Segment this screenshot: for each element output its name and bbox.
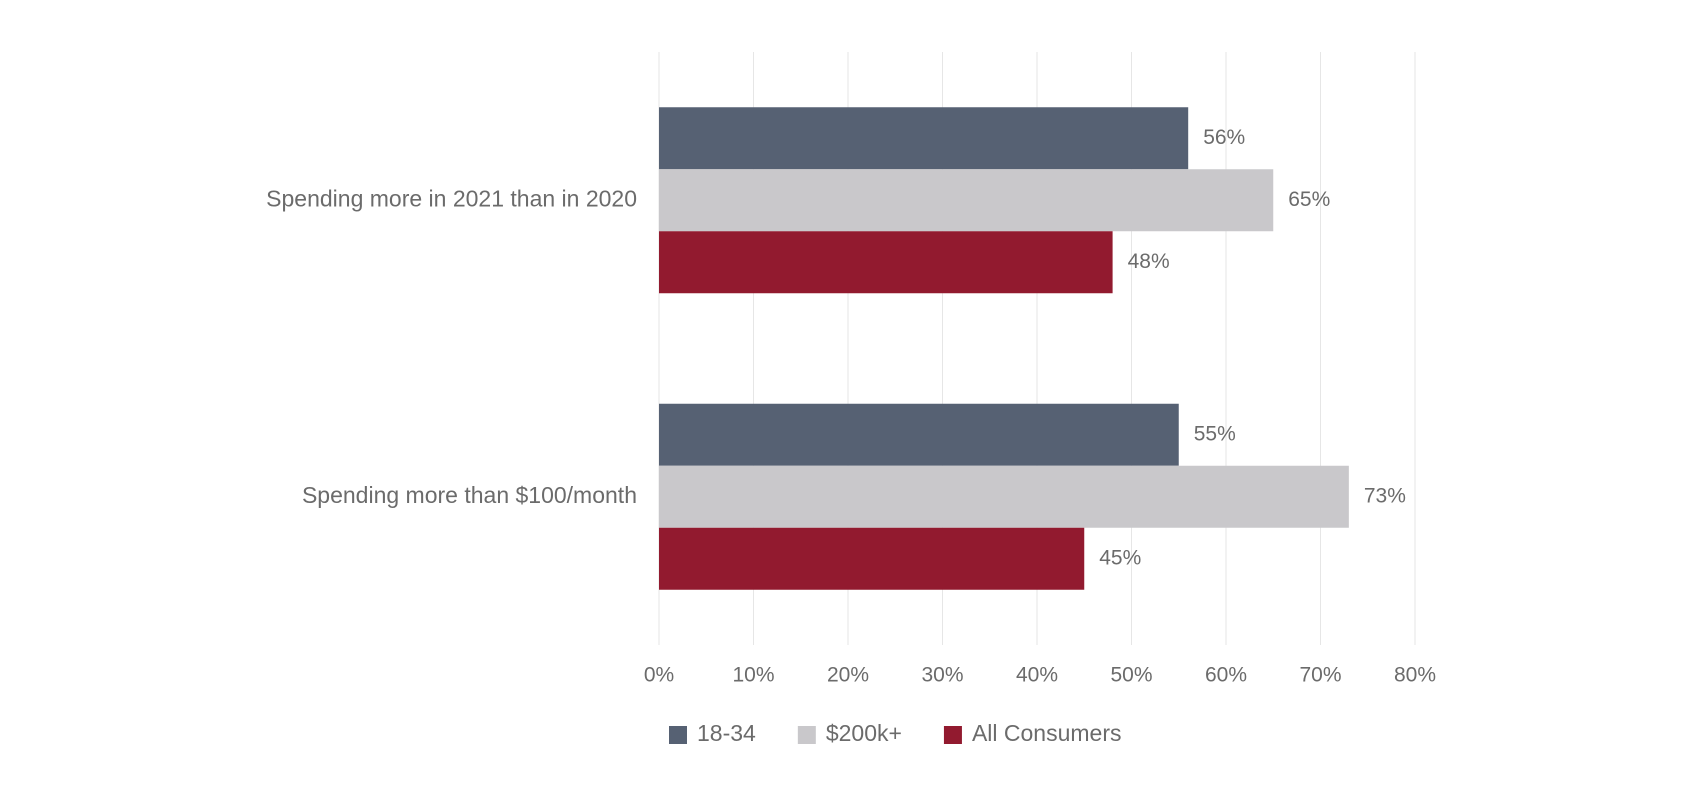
legend-swatch xyxy=(797,726,816,744)
category-label: Spending more in 2021 than in 2020 xyxy=(266,185,637,211)
legend-label: $200k+ xyxy=(826,720,902,746)
value-label: 65% xyxy=(1288,188,1330,211)
x-tick-label: 0% xyxy=(644,664,674,687)
x-tick-label: 20% xyxy=(827,664,869,687)
value-label: 48% xyxy=(1128,250,1170,273)
x-tick-label: 70% xyxy=(1299,664,1341,687)
value-label: 73% xyxy=(1364,484,1406,507)
bar xyxy=(659,231,1113,294)
legend-label: All Consumers xyxy=(972,720,1122,746)
x-tick-label: 60% xyxy=(1205,664,1247,687)
x-tick-label: 50% xyxy=(1110,664,1152,687)
legend-label: 18-34 xyxy=(697,720,756,746)
x-tick-label: 40% xyxy=(1016,664,1058,687)
bar xyxy=(659,169,1274,232)
x-tick-label: 30% xyxy=(921,664,963,687)
value-label: 56% xyxy=(1203,126,1245,149)
bar xyxy=(659,107,1189,170)
bar xyxy=(659,403,1179,466)
x-tick-label: 80% xyxy=(1394,664,1436,687)
legend-swatch xyxy=(669,726,687,744)
value-label: 55% xyxy=(1194,422,1236,445)
x-tick-label: 10% xyxy=(732,664,774,687)
bar xyxy=(659,527,1085,590)
category-label: Spending more than $100/month xyxy=(302,482,637,508)
legend-swatch xyxy=(943,726,962,744)
bar xyxy=(659,465,1349,528)
value-label: 45% xyxy=(1099,546,1141,569)
